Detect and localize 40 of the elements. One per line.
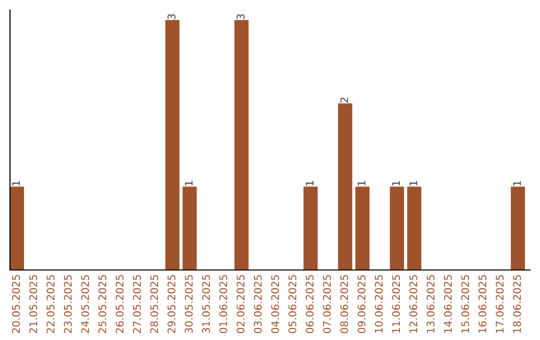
x-tick-label: 11.06.2025	[392, 275, 400, 333]
x-tick-label: 28.05.2025	[150, 275, 158, 334]
x-tick-label: 07.06.2025	[323, 275, 331, 334]
data-label: 1	[513, 181, 521, 186]
data-label: 3	[236, 14, 245, 20]
x-tick-label: 20.05.2025	[12, 275, 20, 334]
data-label: 1	[392, 181, 400, 186]
data-label: 1	[410, 181, 418, 186]
x-tick-label: 06.06.2025	[306, 275, 314, 334]
x-tick-label: 14.06.2025	[444, 275, 452, 333]
data-label: 2	[340, 98, 348, 103]
x-tick-label: 15.06.2025	[461, 275, 470, 333]
x-tick-label: 01.06.2025	[219, 275, 228, 334]
x-tick-label: 05.06.2025	[288, 275, 296, 334]
x-tick-label: 12.06.2025	[409, 275, 418, 333]
data-label: 1	[306, 181, 314, 186]
x-tick-label: 29.05.2025	[168, 275, 176, 334]
x-tick-label: 21.05.2025	[29, 275, 38, 334]
x-tick-label: 22.05.2025	[46, 275, 54, 334]
x-tick-label: 17.06.2025	[496, 275, 504, 333]
x-tick-label: 24.05.2025	[81, 275, 90, 334]
x-tick-label: 27.05.2025	[132, 275, 141, 334]
x-tick-label: 08.06.2025	[340, 275, 348, 334]
x-tick-label: 23.05.2025	[64, 275, 72, 334]
x-tick-label: 30.05.2025	[184, 275, 193, 334]
x-tick-label: 26.05.2025	[116, 275, 124, 334]
x-tick-label: 16.06.2025	[478, 275, 486, 333]
x-tick-label: 25.05.2025	[98, 275, 106, 334]
data-label: 1	[12, 181, 20, 186]
data-label: 3	[168, 14, 176, 20]
x-tick-label: 02.06.2025	[236, 275, 245, 334]
x-tick-label: 04.06.2025	[271, 275, 280, 334]
x-tick-label: 10.06.2025	[374, 275, 383, 333]
x-tick-label: 09.06.2025	[358, 275, 366, 334]
x-tick-label: 31.05.2025	[202, 275, 210, 334]
data-label: 1	[358, 181, 366, 186]
data-label: 1	[184, 181, 193, 186]
x-tick-label: 13.06.2025	[426, 275, 435, 333]
x-tick-label: 03.06.2025	[254, 275, 262, 334]
x-tick-label: 18.06.2025	[513, 275, 521, 333]
